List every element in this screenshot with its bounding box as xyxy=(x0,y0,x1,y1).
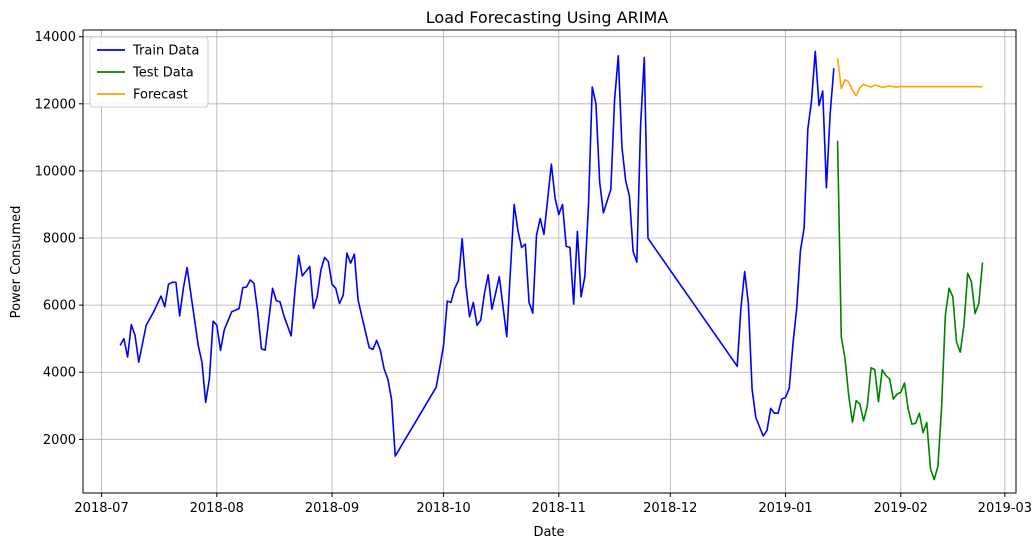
y-tick-label: 8000 xyxy=(43,232,76,247)
legend-label-test-data: Test Data xyxy=(132,66,194,81)
x-tick-label: 2018-12 xyxy=(643,501,697,516)
series-line-forecast xyxy=(836,58,983,97)
x-axis-title: Date xyxy=(533,525,564,540)
axis-ticks: 2018-07 2018-08 2018-09 2018-10 2018-11 2018-… xyxy=(35,30,1032,516)
series-line-test-data xyxy=(836,140,984,481)
x-tick-label: 2019-03 xyxy=(978,501,1032,516)
legend-label-forecast: Forecast xyxy=(133,88,188,103)
series-line-train-data xyxy=(119,50,835,457)
y-tick-label: 12000 xyxy=(35,97,76,112)
y-tick-label: 6000 xyxy=(43,299,76,314)
series-lines xyxy=(119,50,984,481)
x-tick-label: 2019-01 xyxy=(758,501,812,516)
legend: Train Data Test Data Forecast xyxy=(89,36,209,108)
x-tick-label: 2019-02 xyxy=(874,501,928,516)
y-axis-title: Power Consumed xyxy=(9,206,24,319)
y-tick-label: 4000 xyxy=(43,366,76,381)
x-tick-label: 2018-07 xyxy=(74,501,128,516)
grid xyxy=(83,30,1016,493)
x-tick-label: 2018-08 xyxy=(190,501,244,516)
chart-title: Load Forecasting Using ARIMA xyxy=(426,8,668,27)
y-tick-label: 2000 xyxy=(43,433,76,448)
y-tick-label: 10000 xyxy=(35,164,76,179)
x-tick-label: 2018-09 xyxy=(305,501,359,516)
x-tick-label: 2018-11 xyxy=(532,501,586,516)
y-tick-label: 14000 xyxy=(35,30,76,45)
legend-box xyxy=(89,36,209,108)
plot-frame xyxy=(82,29,1017,494)
x-tick-label: 2018-10 xyxy=(416,501,470,516)
legend-label-train-data: Train Data xyxy=(132,44,199,59)
